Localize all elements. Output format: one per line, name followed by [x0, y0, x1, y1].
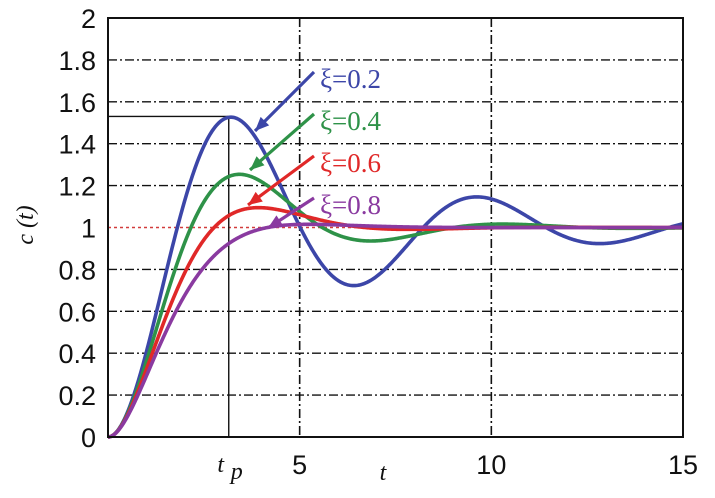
legend-label-zeta-0.2: ξ=0.2 — [320, 64, 381, 94]
y-tick-label: 0.6 — [58, 297, 96, 327]
x-tick-label: 15 — [668, 450, 698, 480]
y-tick-label: 1 — [81, 214, 96, 244]
plot-frame — [107, 17, 684, 438]
legend-label-zeta-0.4: ξ=0.4 — [320, 106, 382, 136]
peak-time-marker — [108, 115, 230, 437]
legend-label-zeta-0.6: ξ=0.6 — [320, 148, 381, 178]
legend-arrowhead-zeta-0.8 — [268, 215, 284, 228]
x-tick-labels: t p 5 10 15 — [217, 450, 698, 485]
y-tick-label: 0.2 — [58, 381, 96, 411]
series-line-zeta-0.4 — [107, 172, 684, 439]
legend-arrow-zeta-0.4 — [248, 112, 316, 172]
legend-arrowhead-zeta-0.4 — [250, 156, 265, 170]
legend: ξ=0.2 ξ=0.4 ξ=0.6 ξ=0.8 — [320, 64, 382, 220]
y-tick-label: 1.8 — [58, 46, 96, 76]
y-tick-label: 2 — [81, 4, 96, 34]
series-line-zeta-0.8 — [107, 222, 684, 439]
legend-label-zeta-0.8: ξ=0.8 — [320, 190, 381, 220]
x-tick-label-tp-subscript: p — [229, 459, 243, 485]
x-tick-label: 10 — [476, 450, 506, 480]
y-tick-labels: 0 0.2 0.4 0.6 0.8 1 1.2 1.4 1.6 1.8 2 — [58, 4, 96, 453]
y-tick-label: 1.4 — [58, 130, 96, 160]
y-tick-label: 1.2 — [58, 172, 96, 202]
series-line-zeta-0.2 — [107, 115, 684, 439]
x-axis-label: t — [380, 460, 388, 486]
y-tick-label: 0.8 — [58, 255, 96, 285]
plot-border — [107, 17, 684, 438]
legend-arrowhead-zeta-0.2 — [255, 116, 270, 131]
y-tick-label: 0 — [81, 423, 96, 453]
legend-arrowhead-zeta-0.6 — [248, 191, 263, 205]
series-lines — [107, 115, 684, 439]
x-tick-label-tp: t — [217, 452, 225, 478]
legend-arrows — [247, 70, 316, 230]
y-axis-label: c (t) — [13, 205, 39, 244]
x-tick-label: 5 — [292, 450, 307, 480]
y-tick-label: 0.4 — [58, 339, 96, 369]
y-tick-label: 1.6 — [58, 88, 96, 118]
